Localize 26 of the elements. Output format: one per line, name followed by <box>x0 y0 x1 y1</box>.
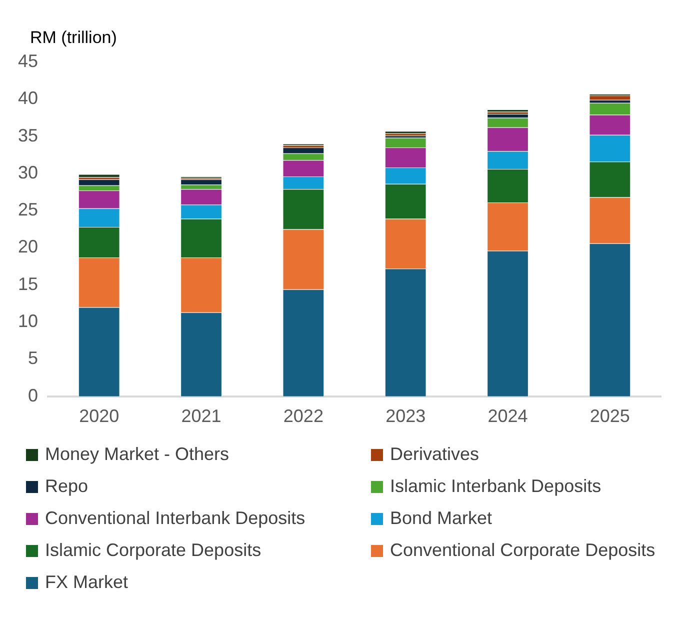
x-tick-label: 2020 <box>79 406 120 426</box>
y-tick-label: 20 <box>18 236 38 257</box>
legend-label: Repo <box>45 476 88 497</box>
y-tick-label: 15 <box>18 274 38 294</box>
y-tick-label: 45 <box>18 50 38 71</box>
x-tick-label: 2021 <box>181 406 222 426</box>
y-tick-label: 40 <box>18 88 38 108</box>
y-tick-label: 10 <box>18 311 38 332</box>
y-tick-label: 35 <box>18 125 38 146</box>
legend-label: Islamic Corporate Deposits <box>45 540 262 561</box>
y-axis-title: RM (trillion) <box>30 28 117 48</box>
legend-label: Bond Market <box>390 508 492 529</box>
legend-label: Money Market - Others <box>45 444 230 465</box>
x-tick-label: 2023 <box>386 406 426 426</box>
legend-label: FX Market <box>45 572 128 593</box>
y-tick-label: 5 <box>28 348 38 368</box>
x-tick-label: 2024 <box>488 406 528 426</box>
y-tick-label: 30 <box>18 162 38 182</box>
legend-label: Islamic Interbank Deposits <box>390 476 602 497</box>
y-tick-label: 0 <box>28 385 38 406</box>
legend-label: Derivatives <box>390 444 480 465</box>
x-tick-label: 2022 <box>283 406 324 426</box>
legend-label: Conventional Corporate Deposits <box>390 540 656 561</box>
legend-label: Conventional Interbank Deposits <box>45 508 306 529</box>
x-tick-label: 2025 <box>590 406 630 426</box>
y-tick-label: 25 <box>18 200 38 220</box>
